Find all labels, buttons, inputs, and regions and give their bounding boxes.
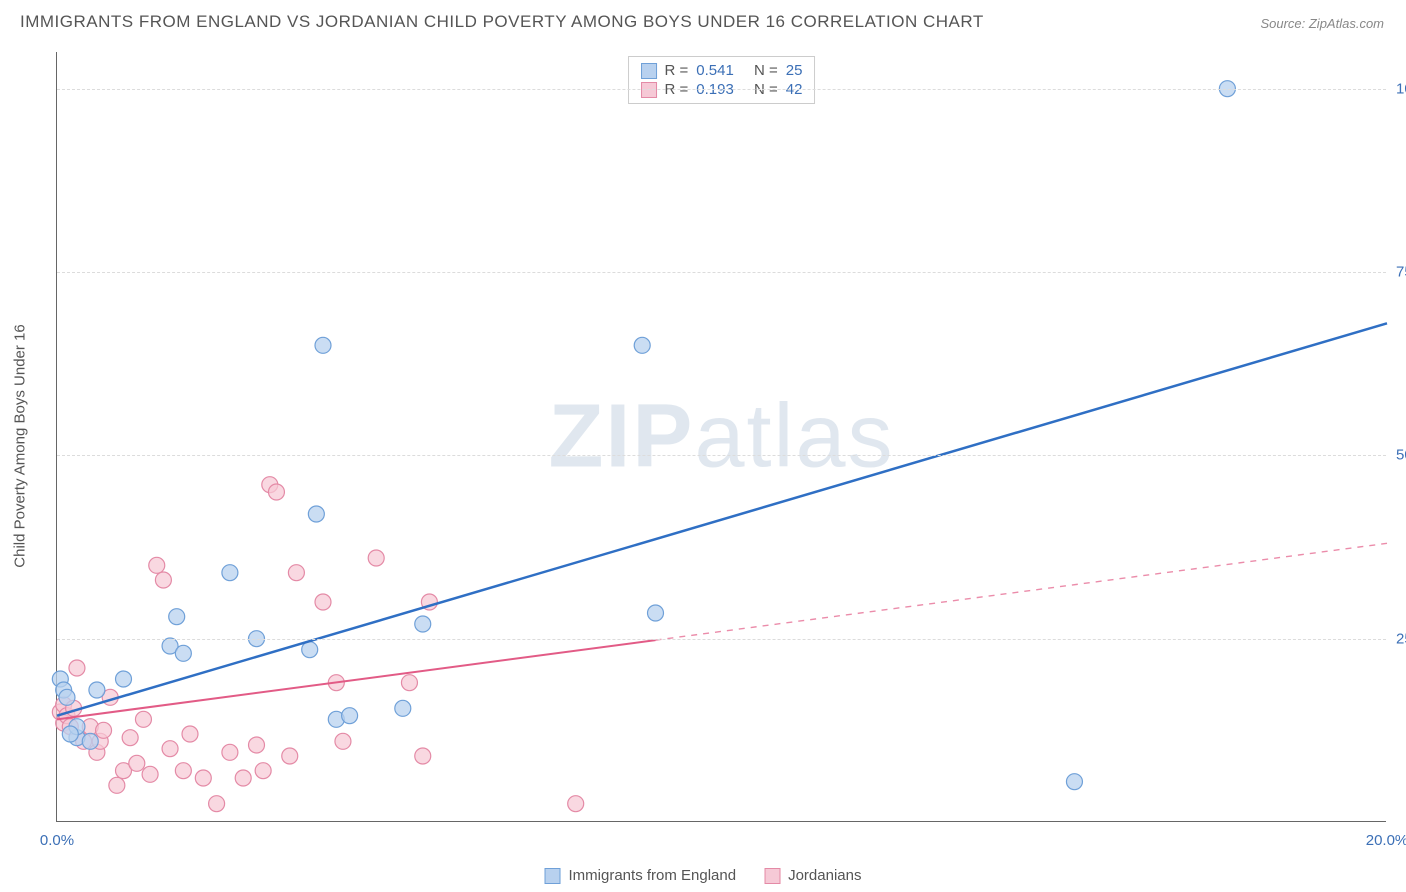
legend-series: Immigrants from England Jordanians <box>545 867 862 884</box>
trend-line-solid <box>57 323 1387 715</box>
scatter-point <box>415 748 431 764</box>
trend-line-dashed <box>656 543 1388 640</box>
scatter-point <box>342 708 358 724</box>
y-tick-label: 25.0% <box>1388 630 1406 647</box>
swatch-england-bottom <box>545 868 561 884</box>
scatter-point <box>116 671 132 687</box>
scatter-point <box>315 594 331 610</box>
source-label: Source: ZipAtlas.com <box>1260 16 1384 31</box>
scatter-point <box>415 616 431 632</box>
scatter-point <box>282 748 298 764</box>
y-tick-label: 50.0% <box>1388 447 1406 464</box>
scatter-point <box>209 796 225 812</box>
scatter-point <box>62 726 78 742</box>
legend-item-england: Immigrants from England <box>545 867 737 884</box>
trend-line-solid <box>57 640 656 719</box>
scatter-point <box>268 484 284 500</box>
plot-svg <box>57 52 1386 821</box>
gridline <box>57 455 1386 456</box>
scatter-point <box>82 733 98 749</box>
scatter-point <box>135 711 151 727</box>
scatter-point <box>255 763 271 779</box>
scatter-point <box>59 689 75 705</box>
scatter-point <box>195 770 211 786</box>
scatter-point <box>175 763 191 779</box>
scatter-point <box>335 733 351 749</box>
y-tick-label: 75.0% <box>1388 264 1406 281</box>
scatter-point <box>568 796 584 812</box>
plot-area: ZIPatlas R = 0.541 N = 25 R = 0.193 N = … <box>56 52 1386 822</box>
scatter-point <box>175 645 191 661</box>
legend-label-jordan: Jordanians <box>788 867 861 884</box>
scatter-point <box>634 337 650 353</box>
scatter-point <box>648 605 664 621</box>
scatter-point <box>169 609 185 625</box>
scatter-point <box>182 726 198 742</box>
scatter-point <box>129 755 145 771</box>
x-tick-label: 20.0% <box>1366 832 1406 849</box>
scatter-point <box>222 565 238 581</box>
swatch-jordan-bottom <box>764 868 780 884</box>
scatter-point <box>308 506 324 522</box>
scatter-point <box>89 682 105 698</box>
scatter-point <box>249 737 265 753</box>
y-axis-label: Child Poverty Among Boys Under 16 <box>12 324 29 567</box>
chart-container: IMMIGRANTS FROM ENGLAND VS JORDANIAN CHI… <box>0 0 1406 892</box>
scatter-point <box>395 700 411 716</box>
gridline <box>57 89 1386 90</box>
legend-item-jordan: Jordanians <box>764 867 861 884</box>
scatter-point <box>162 741 178 757</box>
gridline <box>57 639 1386 640</box>
scatter-point <box>96 722 112 738</box>
x-tick-label: 0.0% <box>40 832 74 849</box>
scatter-point <box>122 730 138 746</box>
legend-label-england: Immigrants from England <box>569 867 737 884</box>
scatter-point <box>142 766 158 782</box>
chart-title: IMMIGRANTS FROM ENGLAND VS JORDANIAN CHI… <box>20 12 984 32</box>
scatter-point <box>69 660 85 676</box>
scatter-point <box>149 557 165 573</box>
scatter-point <box>368 550 384 566</box>
scatter-point <box>235 770 251 786</box>
gridline <box>57 272 1386 273</box>
y-tick-label: 100.0% <box>1388 80 1406 97</box>
scatter-point <box>288 565 304 581</box>
scatter-point <box>109 777 125 793</box>
scatter-point <box>222 744 238 760</box>
scatter-point <box>315 337 331 353</box>
scatter-point <box>155 572 171 588</box>
scatter-point <box>401 675 417 691</box>
scatter-point <box>1066 774 1082 790</box>
